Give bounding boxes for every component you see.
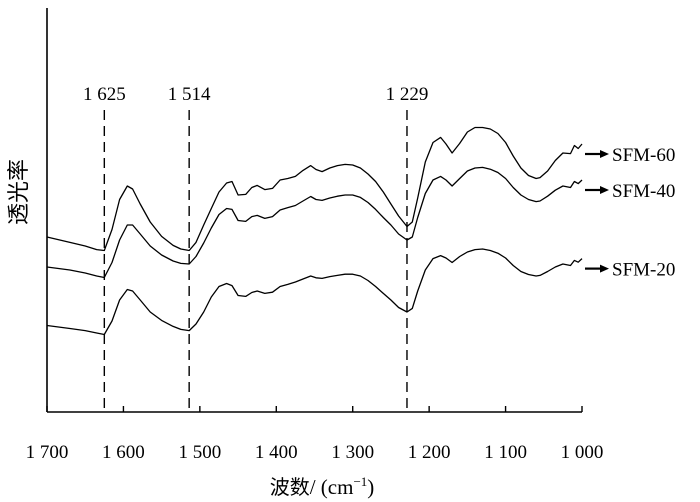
x-tick-label: 1 700 [26,442,69,463]
y-axis-label: 透光率 [7,159,32,225]
x-tick-label: 1 000 [561,442,604,463]
x-tick-label: 1 400 [255,442,298,463]
series-line [46,166,583,279]
series-labels: SFM-60 SFM-40 SFM-20 [585,145,675,281]
x-tick-label: 1 300 [331,442,374,463]
series-line [46,126,583,252]
x-axis-label: 波数/ (cm−1) [270,474,375,499]
x-axis-label-prefix: 波数 [270,475,310,499]
x-tick-label: 1 500 [178,442,221,463]
series-lines [46,126,583,336]
peak-markers: 1 625 1 514 1 229 [83,84,428,412]
series-arrow-head [600,264,609,273]
axes: 1 700 1 600 1 500 1 400 1 300 1 200 1 100 1 000 [26,8,604,463]
x-axis-label-close: ) [367,475,374,499]
peak-label: 1 514 [168,84,211,105]
series-arrow-head [600,186,609,194]
x-tick-label: 1 200 [408,442,451,463]
series-label: SFM-40 [612,181,675,202]
peak-label: 1 229 [386,84,429,105]
x-tick-label: 1 600 [102,442,145,463]
peak-label: 1 625 [83,84,126,105]
x-axis-label-exponent: −1 [353,474,367,489]
series-label: SFM-20 [612,260,675,281]
series-line [46,248,583,336]
x-axis-label-unit: / (cm [310,475,354,499]
x-tick-label: 1 100 [484,442,527,463]
series-arrow-head [600,150,609,158]
series-label: SFM-60 [612,145,675,166]
